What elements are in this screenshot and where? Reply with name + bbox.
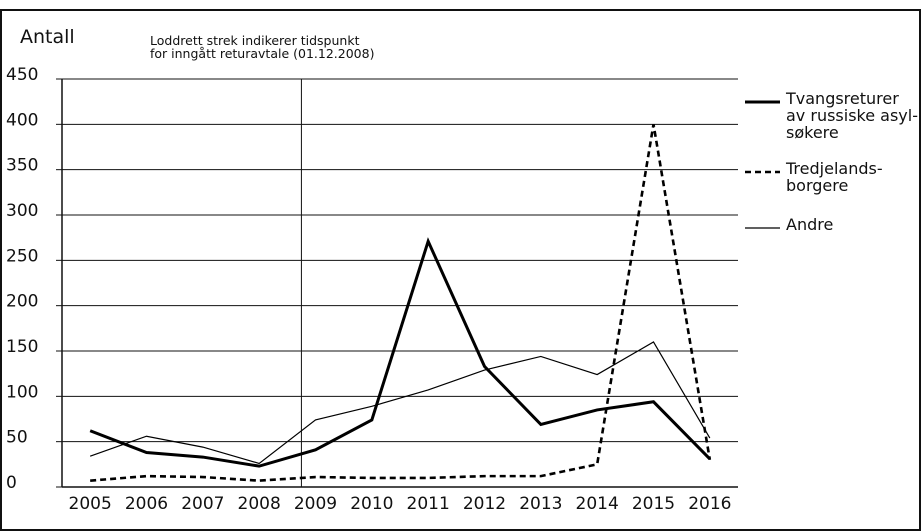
y-tick-label: 250: [6, 246, 38, 266]
series-line: [89, 237, 711, 468]
y-tick-label: 300: [6, 201, 38, 221]
x-tick-label: 2012: [463, 494, 506, 514]
series-line: [89, 341, 711, 465]
x-tick-label: 2011: [407, 494, 450, 514]
series-line: [90, 124, 712, 482]
y-axis-label: Antall: [20, 26, 75, 48]
x-tick-label: 2009: [294, 494, 337, 514]
y-tick-label: 100: [6, 382, 38, 402]
x-tick-label: 2016: [688, 494, 731, 514]
y-tick-label: 150: [6, 337, 38, 357]
y-tick-label: 200: [6, 292, 38, 312]
legend-label: Andre: [786, 215, 834, 234]
y-tick-label: 50: [6, 428, 28, 448]
annotation: Loddrett strek indikerer tidspunkt for i…: [150, 33, 375, 62]
legend-label: Tvangsreturer av russiske asyl- søkere: [786, 89, 918, 142]
x-tick-label: 2006: [125, 494, 168, 514]
x-tick-label: 2005: [69, 494, 112, 514]
x-tick-label: 2015: [632, 494, 675, 514]
legend-label: Tredjelands- borgere: [786, 159, 883, 195]
y-tick-label: 0: [6, 473, 17, 493]
y-tick-label: 350: [6, 156, 38, 176]
y-tick-label: 450: [6, 65, 38, 85]
x-tick-label: 2007: [181, 494, 224, 514]
frame: [0, 9, 921, 531]
x-tick-label: 2013: [519, 494, 562, 514]
x-tick-label: 2008: [238, 494, 281, 514]
x-tick-label: 2010: [350, 494, 393, 514]
y-tick-label: 400: [6, 110, 38, 130]
x-tick-label: 2014: [576, 494, 619, 514]
